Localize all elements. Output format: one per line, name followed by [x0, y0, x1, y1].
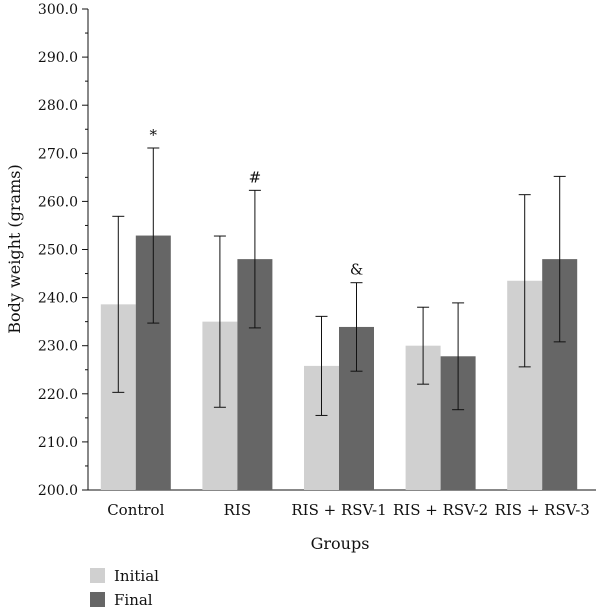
x-category-label: RIS + RSV-3	[495, 501, 590, 519]
y-tick-label: 280.0	[38, 98, 78, 114]
legend: Initial Final	[90, 567, 159, 609]
y-tick-label: 210.0	[38, 435, 78, 451]
x-axis: Control RIS RIS + RSV-1 RIS + RSV-2 RIS + RS…	[88, 489, 596, 519]
legend-swatch-initial	[90, 568, 105, 583]
y-tick-label: 300.0	[38, 2, 78, 18]
x-category-label: Control	[107, 501, 164, 519]
legend-swatch-final	[90, 592, 105, 607]
significance-marker: #	[249, 168, 262, 186]
y-tick-label: 240.0	[38, 291, 78, 307]
y-tick-label: 290.0	[38, 50, 78, 66]
x-category-label: RIS + RSV-1	[291, 501, 386, 519]
significance-marker: &	[350, 261, 363, 279]
significance-marker: *	[150, 126, 158, 144]
y-tick-label: 250.0	[38, 243, 78, 259]
legend-label: Final	[114, 591, 153, 609]
x-category-label: RIS	[224, 501, 252, 519]
x-category-label: RIS + RSV-2	[393, 501, 488, 519]
y-tick-label: 270.0	[38, 146, 78, 162]
y-tick-label: 200.0	[38, 483, 78, 499]
y-tick-label: 230.0	[38, 339, 78, 355]
y-axis-title: Body weight (grams)	[5, 164, 24, 333]
legend-label: Initial	[114, 567, 159, 585]
y-axis: 200.0 210.0 220.0 230.0 240.0 250.0 260.0 270.0…	[38, 2, 89, 499]
error-bars	[112, 147, 566, 416]
bars	[100, 235, 578, 490]
y-tick-label: 220.0	[38, 387, 78, 403]
x-axis-title: Groups	[311, 534, 370, 553]
y-tick-label: 260.0	[38, 194, 78, 210]
annotations: * # &	[150, 126, 364, 279]
